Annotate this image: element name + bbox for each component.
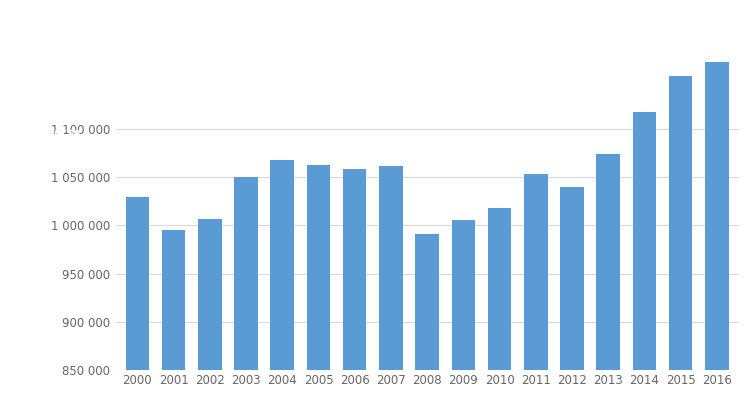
- Bar: [198, 219, 222, 411]
- Bar: [343, 169, 366, 411]
- Bar: [669, 76, 692, 411]
- Bar: [488, 208, 511, 411]
- Bar: [705, 62, 729, 411]
- Bar: [451, 220, 475, 411]
- Text: bilpriser.se: bilpriser.se: [19, 128, 81, 138]
- Bar: [234, 177, 258, 411]
- Bar: [416, 234, 439, 411]
- Bar: [271, 160, 294, 411]
- Bar: [633, 112, 656, 411]
- Bar: [125, 196, 149, 411]
- Bar: [524, 174, 548, 411]
- Bar: [379, 166, 403, 411]
- Bar: [307, 165, 330, 411]
- Bar: [162, 230, 185, 411]
- Bar: [560, 187, 583, 411]
- Bar: [596, 154, 620, 411]
- Text: kvd: kvd: [31, 55, 70, 74]
